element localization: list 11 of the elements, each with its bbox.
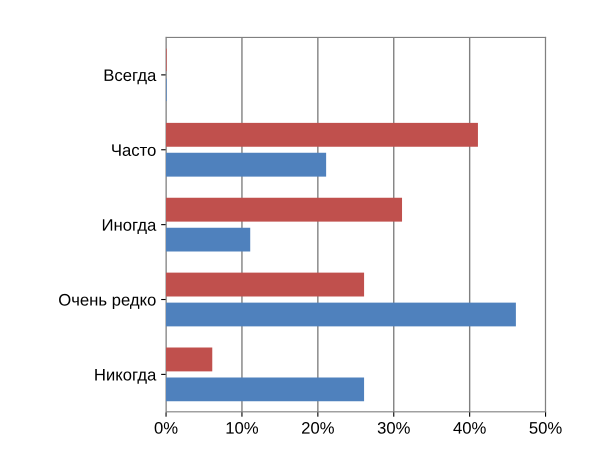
y-tick-label: Часто	[112, 144, 156, 156]
y-tick-label: Никогда	[95, 368, 156, 384]
x-tick-label: 50%	[530, 422, 562, 434]
x-tick-label: 10%	[226, 422, 258, 434]
x-tick-label: 40%	[453, 422, 486, 434]
x-tick-label: 20%	[302, 422, 334, 434]
x-tick-label: 30%	[378, 422, 410, 434]
x-tick-label: 0%	[154, 422, 178, 434]
y-tick-label: Всегда	[104, 69, 156, 84]
y-tick-label: Очень редко	[59, 294, 156, 310]
y-tick-label: Иногда	[102, 219, 156, 234]
